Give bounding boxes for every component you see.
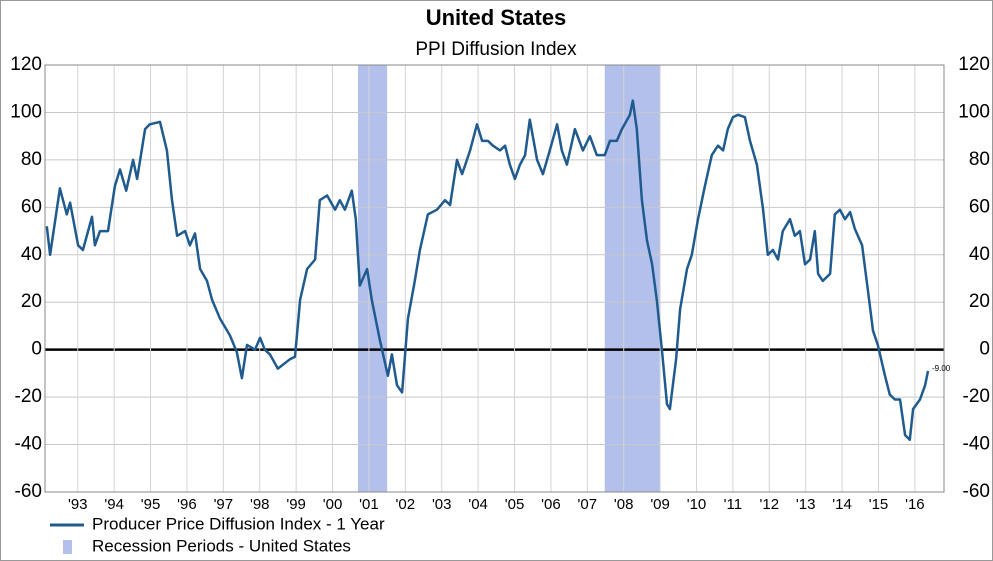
x-tick-label: '11 [724, 496, 742, 513]
y2-tick-label: -40 [963, 434, 990, 455]
y-tick-label: 20 [21, 291, 42, 312]
x-tick-label: '99 [286, 496, 306, 513]
y-tick-label: 60 [21, 196, 42, 217]
x-tick-label: '04 [468, 496, 488, 513]
end-label: -9.00 [932, 364, 951, 373]
y2-tick-label: 20 [969, 291, 990, 312]
y-tick-label: -20 [15, 386, 42, 407]
x-tick-label: '08 [614, 496, 634, 513]
x-tick-label: '13 [796, 496, 816, 513]
x-tick-label: '03 [432, 496, 452, 513]
x-tick-label: '93 [68, 496, 88, 513]
x-tick-label: '02 [396, 496, 416, 513]
x-tick-label: '98 [250, 496, 270, 513]
y2-tick-label: 80 [969, 149, 990, 170]
y-tick-label: 120 [10, 54, 42, 75]
y2-tick-label: -20 [963, 386, 990, 407]
y-tick-label: 80 [21, 149, 42, 170]
series-line [45, 99, 930, 442]
chart-subtitle: PPI Diffusion Index [415, 39, 577, 60]
plot-frame [44, 64, 945, 493]
legend-label: Producer Price Diffusion Index - 1 Year [92, 514, 385, 533]
x-tick-label: '16 [905, 496, 925, 513]
x-tick-label: '07 [578, 496, 598, 513]
chart-title: United States [426, 5, 567, 30]
y-tick-label: -40 [15, 434, 42, 455]
y-tick-label: 100 [10, 101, 42, 122]
x-tick-label: '15 [869, 496, 889, 513]
y2-tick-label: 0 [979, 339, 990, 360]
y2-tick-label: 40 [969, 244, 990, 265]
x-tick-label: '09 [650, 496, 670, 513]
x-tick-label: '95 [141, 496, 161, 513]
y-tick-label: 40 [21, 244, 42, 265]
recession-band [604, 65, 661, 492]
x-tick-label: '12 [760, 496, 780, 513]
x-tick-label: '94 [104, 496, 124, 513]
x-tick-label: '96 [177, 496, 197, 513]
x-tick-label: '97 [214, 496, 234, 513]
legend-swatch [63, 540, 72, 554]
y2-tick-label: 100 [958, 101, 990, 122]
y-tick-label: 0 [31, 339, 42, 360]
y2-tick-label: 60 [969, 196, 990, 217]
y2-tick-label: -60 [963, 481, 990, 502]
y-tick-label: -60 [15, 481, 42, 502]
x-tick-label: '10 [687, 496, 707, 513]
x-tick-label: '00 [323, 496, 343, 513]
x-tick-label: '06 [541, 496, 561, 513]
x-tick-label: '01 [359, 496, 379, 513]
x-tick-label: '14 [832, 496, 852, 513]
y2-tick-label: 120 [958, 54, 990, 75]
x-tick-label: '05 [505, 496, 525, 513]
legend-label: Recession Periods - United States [92, 536, 351, 555]
